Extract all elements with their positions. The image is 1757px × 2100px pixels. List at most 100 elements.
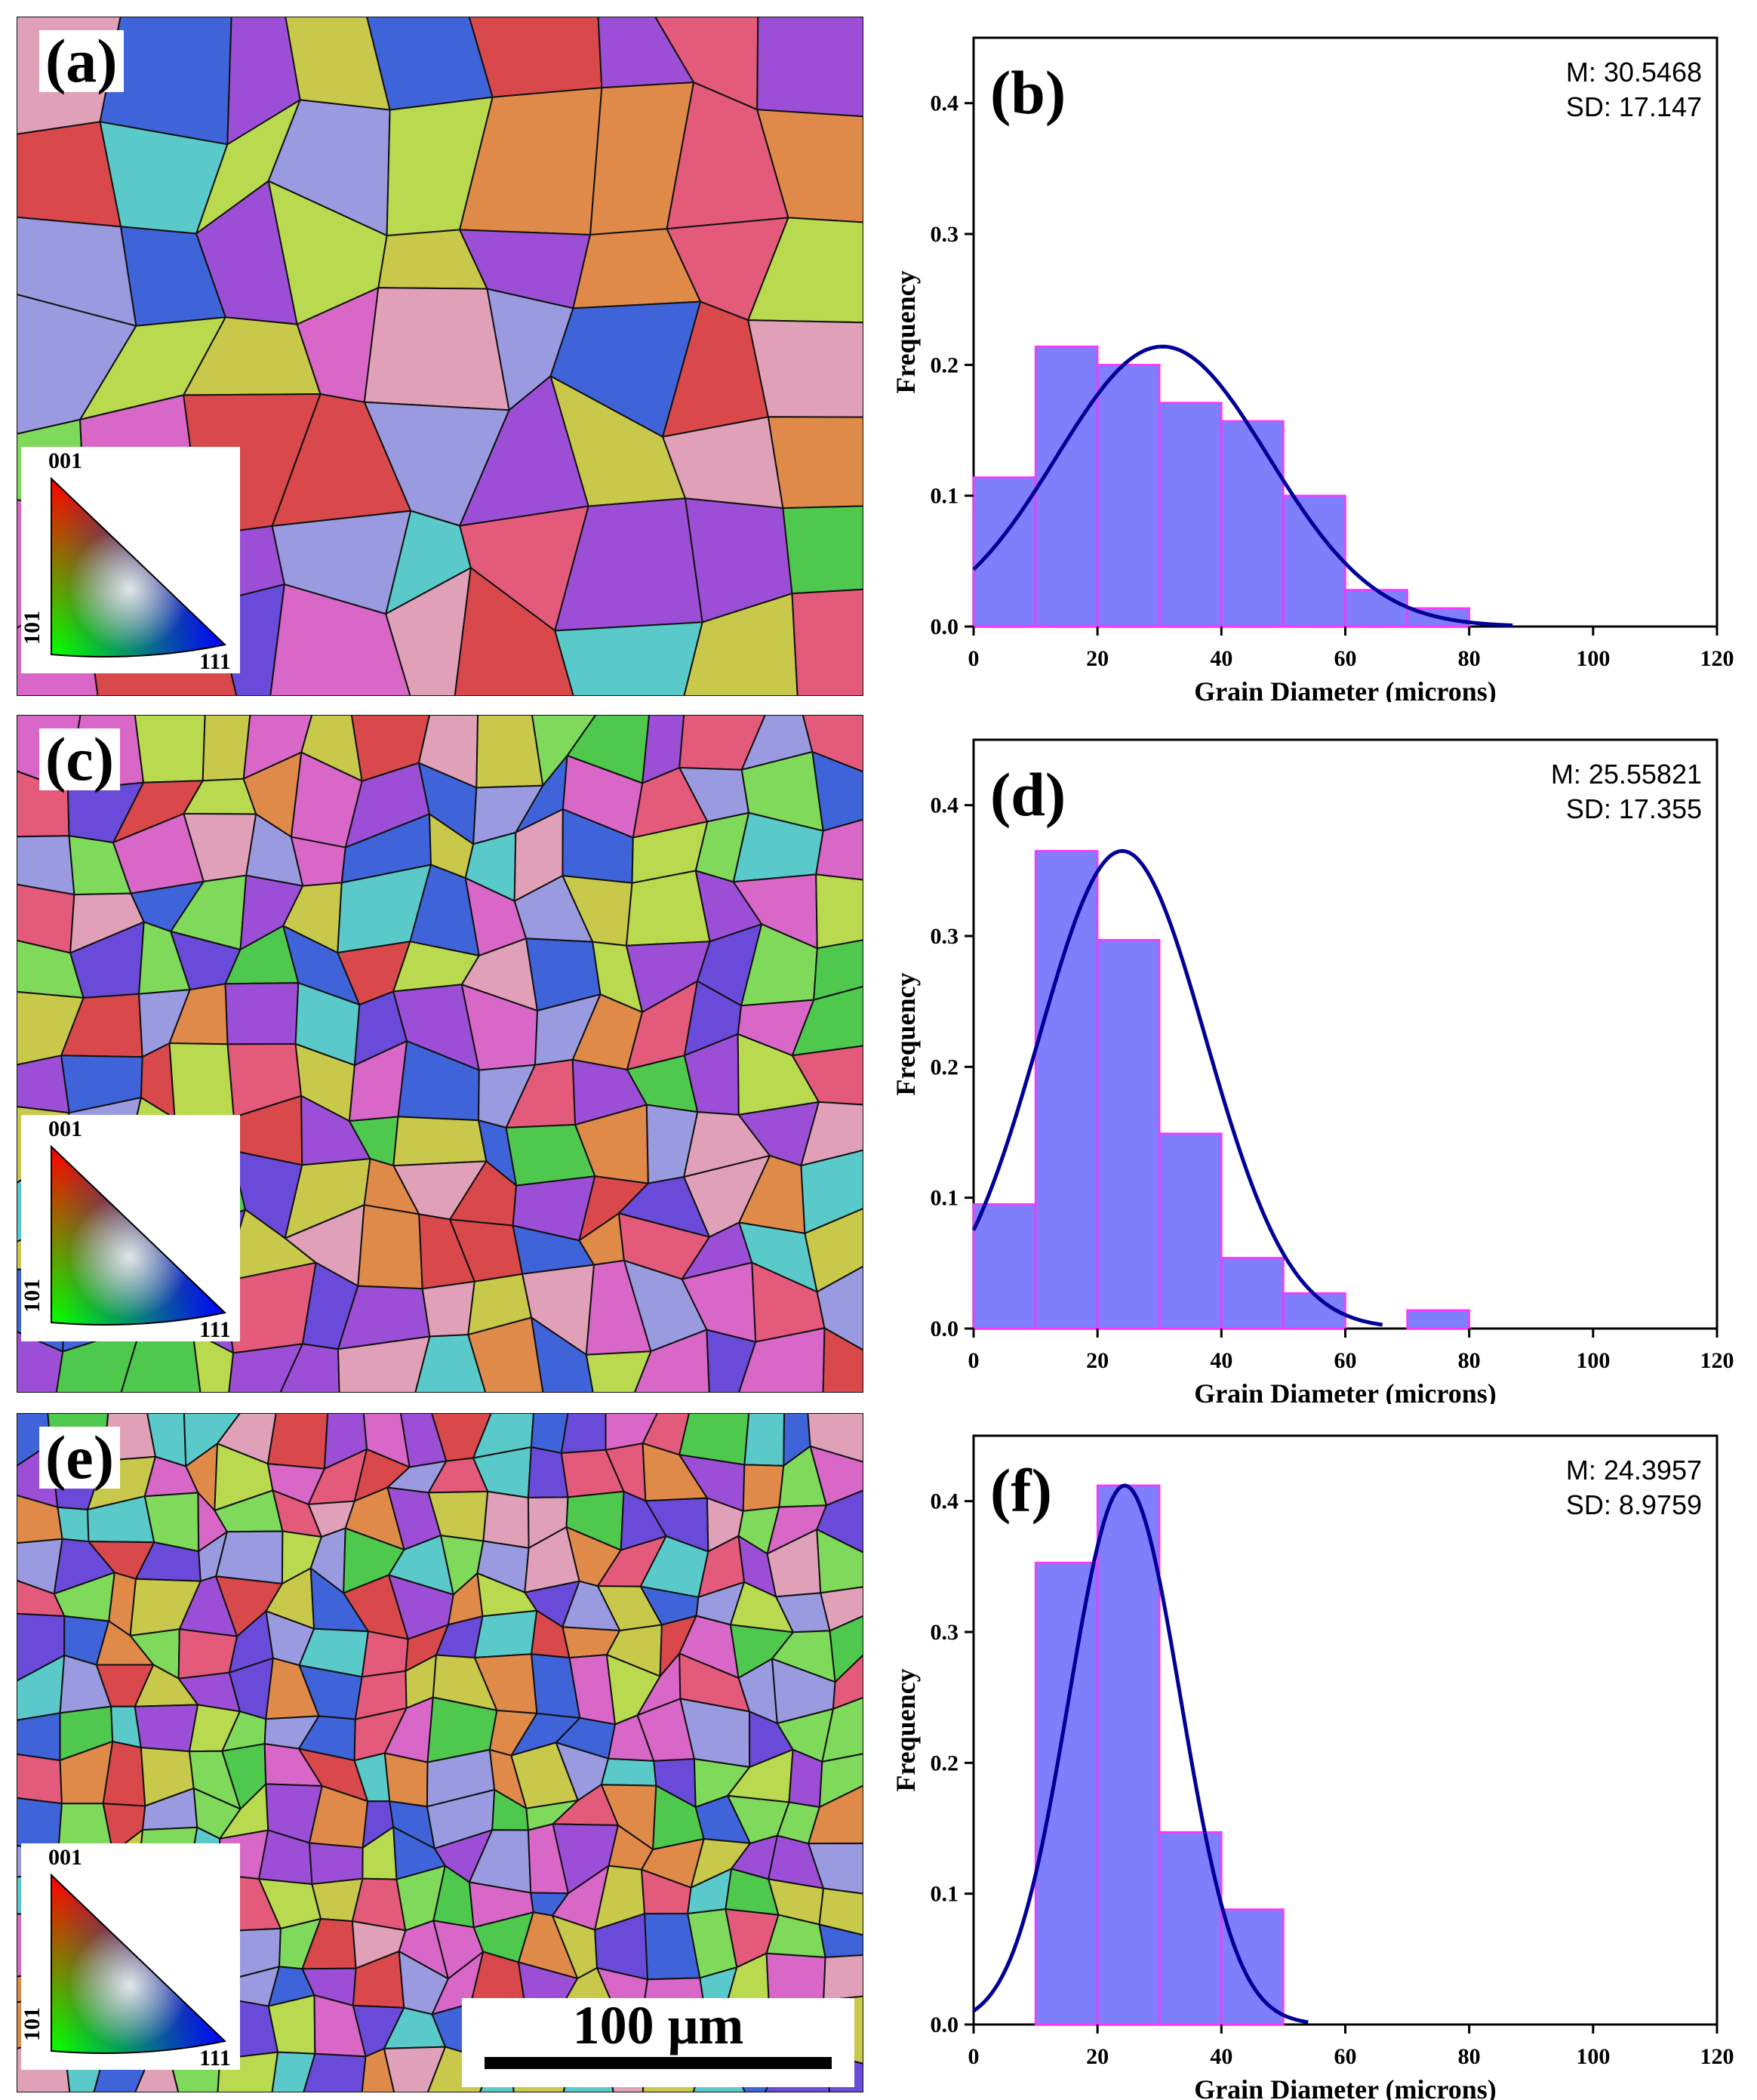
grain (820, 1586, 863, 1632)
grain (823, 1954, 863, 2002)
histogram-bar (1220, 420, 1285, 628)
x-tick-label: 60 (1334, 1348, 1357, 1373)
grain (816, 1529, 863, 1594)
grain (756, 109, 863, 223)
grain (224, 982, 300, 1045)
x-tick-label: 120 (1700, 2044, 1734, 2069)
panel-label-e: (e) (39, 1427, 121, 1489)
histogram-d: 0 20 40 60 80 100 120 0.0 0.1 0.2 0.3 0.4 Grain Diam… (891, 738, 1734, 1404)
x-axis-title: Grain Diameter (microns) (1194, 676, 1497, 702)
panel-label-a: (a) (39, 30, 124, 92)
histogram-bar (1096, 1484, 1161, 2026)
ipf-label-101: 101 (20, 611, 45, 645)
x-tick-label: 80 (1458, 646, 1481, 671)
x-tick-label: 80 (1458, 1348, 1481, 1373)
ipf-triangle (51, 476, 227, 658)
x-axis-title: Grain Diameter (microns) (1194, 1378, 1497, 1404)
grain (747, 217, 863, 324)
grain (468, 17, 603, 98)
histogram-bar (1034, 850, 1099, 1330)
y-tick-label: 0.2 (931, 353, 959, 377)
x-tick-label: 20 (1086, 1348, 1109, 1373)
grain (202, 715, 251, 782)
grain (309, 1842, 364, 1885)
mean-annotation: M: 24.3957 (1566, 1455, 1702, 1486)
grain (57, 1506, 90, 1543)
grain (809, 1445, 863, 1507)
ipf-color-key-a: 001 101 111 (20, 447, 240, 674)
grain (813, 939, 863, 1001)
histogram-bar (972, 476, 1037, 628)
grain (791, 1045, 863, 1106)
ipf-label-111: 111 (199, 1317, 231, 1342)
grain (17, 1331, 64, 1393)
y-tick-label: 0.1 (931, 484, 959, 509)
histogram-bar (1220, 1257, 1285, 1330)
grain (454, 567, 574, 696)
histogram-bar (972, 1203, 1037, 1330)
ipf-triangle (51, 1144, 227, 1326)
ipf-label-001: 001 (48, 1116, 82, 1141)
ipf-triangle (51, 1873, 227, 2055)
grain (683, 593, 798, 696)
histogram-bar (1096, 364, 1161, 628)
ebsd-map-a: (a) 001 101 111 (17, 17, 863, 696)
ipf-label-111: 111 (199, 2046, 231, 2071)
sd-annotation: SD: 8.9759 (1566, 1489, 1702, 1520)
scale-bar: 100 μm (462, 1998, 854, 2087)
grain-mosaic-c (17, 715, 863, 1393)
grain (808, 1843, 863, 1895)
x-tick-label: 40 (1210, 2044, 1232, 2069)
histogram-bar (1159, 402, 1223, 628)
y-axis-title: Frequency (891, 270, 921, 393)
grain (821, 1696, 863, 1763)
x-axis-title: Grain Diameter (microns) (1194, 2074, 1497, 2100)
grain (811, 751, 863, 832)
x-tick-label: 100 (1576, 2044, 1610, 2069)
grain (361, 1630, 409, 1678)
grain (168, 1042, 235, 1119)
y-tick-label: 0.3 (931, 222, 959, 247)
grain (633, 1329, 710, 1393)
grain (742, 1464, 785, 1512)
grain (554, 621, 703, 696)
grain (303, 2052, 367, 2092)
y-tick-label: 0.4 (931, 91, 959, 116)
panel-label-c: (c) (39, 728, 121, 790)
grain (743, 1413, 786, 1467)
chart-panel-label: (d) (990, 760, 1066, 829)
x-tick-label: 120 (1700, 646, 1734, 671)
histogram-bar (1034, 1561, 1099, 2026)
chart-panel-label: (f) (990, 1456, 1052, 1525)
grain (531, 1316, 594, 1393)
grain (829, 1615, 863, 1683)
grain (467, 1316, 544, 1393)
ipf-color-key-e: 001 101 111 (20, 1843, 240, 2071)
y-tick-label: 0.3 (931, 924, 959, 949)
x-tick-label: 60 (1334, 2044, 1357, 2069)
ipf-label-001: 001 (48, 1845, 82, 1870)
grain (414, 1334, 487, 1393)
histogram-b: 0 20 40 60 80 100 120 0.0 0.1 0.2 0.3 0.4 Grain Diam… (891, 36, 1734, 702)
grain (791, 588, 863, 696)
y-axis-title: Frequency (891, 972, 921, 1095)
grain (737, 1327, 826, 1393)
grain (756, 17, 863, 118)
grain (383, 1752, 429, 1808)
ebsd-map-e: (e) 001 101 111 (17, 1413, 863, 2092)
grain (383, 2046, 446, 2092)
grain (363, 287, 510, 411)
grain (266, 1413, 329, 1470)
ipf-label-101: 101 (20, 2007, 45, 2041)
x-tick-label: 40 (1210, 1348, 1232, 1373)
grain (600, 1757, 657, 1787)
ipf-color-key-c: 001 101 111 (20, 1115, 240, 1342)
grain (818, 1887, 863, 1936)
x-tick-label: 100 (1576, 646, 1610, 671)
grain (807, 1413, 863, 1463)
grain (385, 567, 472, 696)
y-tick-label: 0.1 (931, 1186, 959, 1211)
grain (791, 985, 863, 1057)
histogram-bar (1034, 345, 1099, 628)
grain (822, 1327, 863, 1393)
